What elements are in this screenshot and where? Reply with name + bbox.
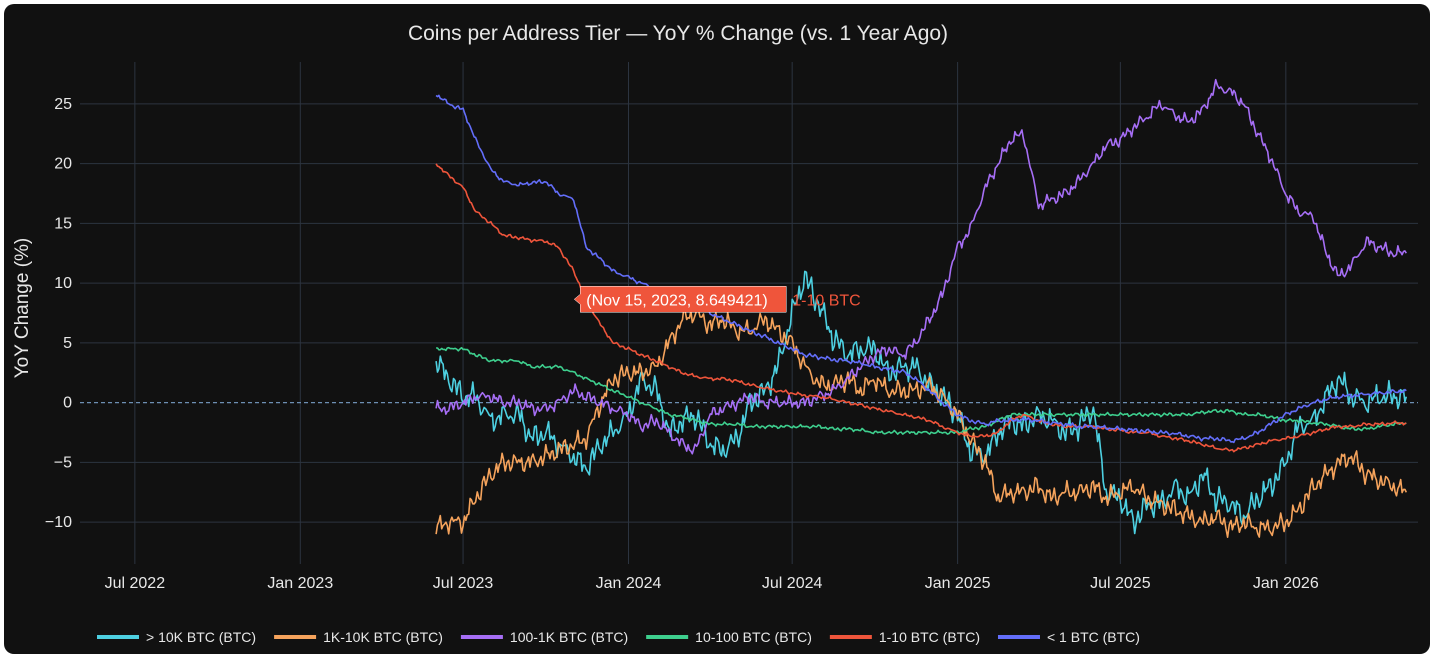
legend-label: < 1 BTC (BTC)	[1047, 629, 1140, 645]
tooltip-series-name: 1-10 BTC	[792, 292, 860, 309]
legend-label: > 10K BTC (BTC)	[146, 629, 256, 645]
x-tick-label: Jan 2026	[1253, 575, 1319, 592]
legend-item-4[interactable]: 1-10 BTC (BTC)	[829, 629, 980, 645]
legend-item-1[interactable]: 1K-10K BTC (BTC)	[274, 629, 443, 645]
x-tick-label: Jan 2023	[267, 575, 333, 592]
series-lines	[435, 78, 1408, 538]
legend[interactable]: > 10K BTC (BTC) 1K-10K BTC (BTC) 100-1K BT…	[97, 629, 1140, 645]
series-line-5[interactable]	[435, 94, 1407, 444]
y-axis-title: YoY Change (%)	[12, 238, 33, 379]
legend-label: 1K-10K BTC (BTC)	[323, 629, 443, 645]
legend-item-5[interactable]: < 1 BTC (BTC)	[997, 629, 1140, 645]
legend-item-0[interactable]: > 10K BTC (BTC)	[97, 629, 256, 645]
y-tick-label: −10	[45, 514, 72, 531]
series-line-4[interactable]	[435, 163, 1407, 453]
x-tick-label: Jul 2023	[433, 575, 494, 592]
axes: 25 20 15 10 5 0 −5 −10 Jul 2022 Jan 2023 Jul 2023 J…	[45, 96, 1319, 592]
series-line-1[interactable]	[435, 306, 1408, 538]
x-tick-label: Jan 2024	[596, 575, 662, 592]
y-tick-label: −5	[54, 454, 72, 471]
y-tick-label: 15	[54, 215, 72, 232]
tooltip-value: (Nov 15, 2023, 8.649421)	[586, 292, 767, 309]
grid	[80, 62, 1418, 564]
legend-label: 1-10 BTC (BTC)	[879, 629, 980, 645]
chart-svg: 25 20 15 10 5 0 −5 −10 Jul 2022 Jan 2023 Jul 2023 J…	[12, 22, 1418, 645]
tooltip-box	[573, 286, 787, 313]
legend-label: 100-1K BTC (BTC)	[510, 629, 628, 645]
chart-title: Coins per Address Tier — YoY % Change (v…	[408, 22, 948, 45]
x-tick-label: Jul 2022	[105, 575, 166, 592]
legend-label: 10-100 BTC (BTC)	[695, 629, 812, 645]
series-line-2[interactable]	[435, 78, 1407, 455]
series-line-0[interactable]	[435, 270, 1408, 535]
legend-item-3[interactable]: 10-100 BTC (BTC)	[646, 629, 812, 645]
y-tick-label: 0	[63, 395, 72, 412]
y-tick-label: 5	[63, 335, 72, 352]
y-tick-label: 25	[54, 96, 72, 113]
chart-frame: 25 20 15 10 5 0 −5 −10 Jul 2022 Jan 2023 Jul 2023 J…	[4, 4, 1430, 654]
x-tick-label: Jul 2025	[1090, 575, 1151, 592]
series-line-3[interactable]	[436, 346, 1407, 435]
x-tick-label: Jul 2024	[762, 575, 823, 592]
legend-item-2[interactable]: 100-1K BTC (BTC)	[460, 629, 628, 645]
x-tick-label: Jan 2025	[925, 575, 991, 592]
hover-tooltip: (Nov 15, 2023, 8.649421) 1-10 BTC	[573, 286, 861, 313]
y-tick-label: 20	[54, 156, 72, 173]
y-tick-label: 10	[54, 275, 72, 292]
